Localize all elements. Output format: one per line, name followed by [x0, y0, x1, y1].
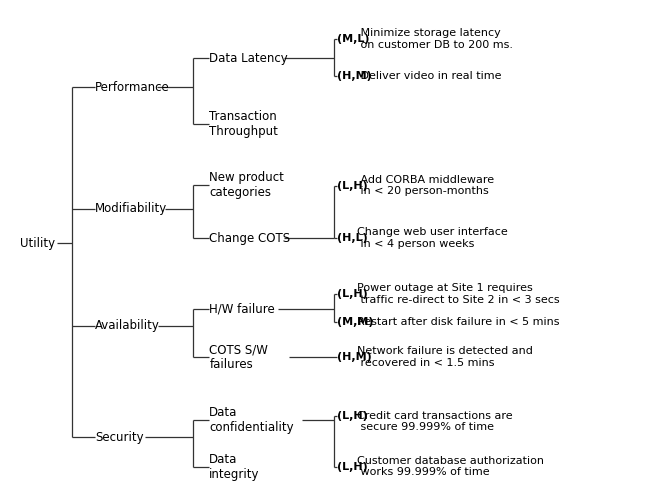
Text: COTS S/W
failures: COTS S/W failures: [209, 343, 268, 371]
Text: (L,H): (L,H): [337, 289, 368, 299]
Text: (L,H): (L,H): [337, 181, 368, 191]
Text: Transaction
Throughput: Transaction Throughput: [209, 110, 278, 138]
Text: Security: Security: [95, 431, 143, 444]
Text: (M,M): (M,M): [337, 317, 373, 327]
Text: Restart after disk failure in < 5 mins: Restart after disk failure in < 5 mins: [357, 317, 560, 327]
Text: Deliver video in real time: Deliver video in real time: [357, 71, 502, 81]
Text: Credit card transactions are
 secure 99.999% of time: Credit card transactions are secure 99.9…: [357, 399, 513, 432]
Text: (L,H): (L,H): [337, 411, 368, 420]
Text: (H,M): (H,M): [337, 352, 371, 362]
Text: Modifiability: Modifiability: [95, 203, 167, 215]
Text: Customer database authorization
 works 99.999% of time: Customer database authorization works 99…: [357, 456, 544, 477]
Text: Minimize storage latency
 on customer DB to 200 ms.: Minimize storage latency on customer DB …: [357, 28, 513, 50]
Text: Power outage at Site 1 requires
 traffic re-direct to Site 2 in < 3 secs: Power outage at Site 1 requires traffic …: [357, 283, 560, 305]
Text: Change web user interface
 in < 4 person weeks: Change web user interface in < 4 person …: [357, 227, 508, 249]
Text: (M,L): (M,L): [337, 34, 370, 44]
Text: H/W failure: H/W failure: [209, 302, 275, 315]
Text: (H,L): (H,L): [337, 233, 368, 243]
Text: (L,H): (L,H): [337, 462, 368, 471]
Text: New product
categories: New product categories: [209, 171, 284, 199]
Text: Data
integrity: Data integrity: [209, 452, 260, 481]
Text: Utility: Utility: [20, 237, 55, 249]
Text: Data Latency: Data Latency: [209, 52, 288, 65]
Text: Performance: Performance: [95, 81, 169, 94]
Text: Change COTS: Change COTS: [209, 232, 290, 244]
Text: (H,M): (H,M): [337, 71, 371, 81]
Text: Network failure is detected and
 recovered in < 1.5 mins: Network failure is detected and recovere…: [357, 347, 533, 368]
Text: Data
confidentiality: Data confidentiality: [209, 406, 294, 434]
Text: Availability: Availability: [95, 319, 160, 332]
Text: Add CORBA middleware
 in < 20 person-months: Add CORBA middleware in < 20 person-mont…: [357, 175, 494, 196]
